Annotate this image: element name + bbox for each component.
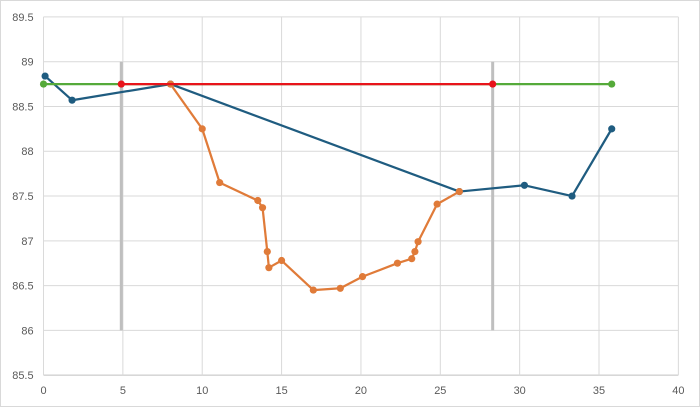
data-point	[254, 196, 262, 205]
x-tick-label: 20	[355, 385, 367, 397]
data-point	[489, 80, 497, 88]
data-point	[608, 125, 616, 133]
data-point	[358, 273, 367, 281]
data-point	[258, 204, 267, 212]
series-0	[41, 72, 616, 200]
y-tick-label: 87	[21, 236, 33, 248]
series-3	[117, 80, 497, 88]
x-tick-label: 30	[514, 385, 526, 397]
series-line	[44, 75, 613, 198]
x-tick-label: 35	[593, 385, 605, 397]
data-point	[520, 181, 529, 189]
y-tick-label: 89	[21, 57, 33, 69]
x-tick-label: 0	[40, 385, 46, 397]
data-point	[393, 259, 402, 267]
x-tick-label: 15	[276, 385, 288, 397]
data-point	[265, 264, 273, 272]
data-point	[68, 96, 76, 104]
gridlines	[43, 16, 679, 376]
y-tick-label: 89.5	[12, 12, 33, 24]
data-point	[414, 238, 422, 246]
series-line	[169, 83, 460, 292]
data-point	[568, 192, 576, 200]
data-point	[198, 125, 206, 133]
data-point	[278, 256, 286, 265]
y-axis-ticks: 85.5 86 86.5 87 87.5 88 88.5 89 89.5	[12, 12, 33, 382]
x-axis-ticks: 0 5 10 15 20 25 30 35 40	[40, 385, 684, 397]
x-tick-label: 5	[120, 385, 126, 397]
data-point	[216, 179, 224, 187]
y-tick-label: 87.5	[12, 191, 33, 203]
y-tick-label: 88	[21, 146, 33, 158]
y-tick-label: 86.5	[12, 281, 33, 293]
data-point	[117, 80, 125, 88]
x-tick-label: 40	[672, 385, 684, 397]
data-point	[263, 247, 271, 256]
data-point	[433, 200, 441, 208]
data-point	[309, 286, 317, 294]
x-tick-label: 10	[196, 385, 208, 397]
x-tick-label: 25	[434, 385, 446, 397]
y-tick-label: 86	[21, 325, 33, 337]
data-point	[455, 187, 463, 196]
series-1	[166, 80, 463, 294]
y-tick-label: 85.5	[12, 370, 33, 382]
data-point	[608, 80, 616, 88]
data-point	[411, 247, 419, 256]
data-point	[39, 80, 48, 88]
data-point	[41, 72, 49, 80]
data-point	[336, 284, 344, 292]
data-point	[408, 255, 416, 263]
series-layer	[39, 61, 616, 331]
y-tick-label: 88.5	[12, 101, 33, 113]
